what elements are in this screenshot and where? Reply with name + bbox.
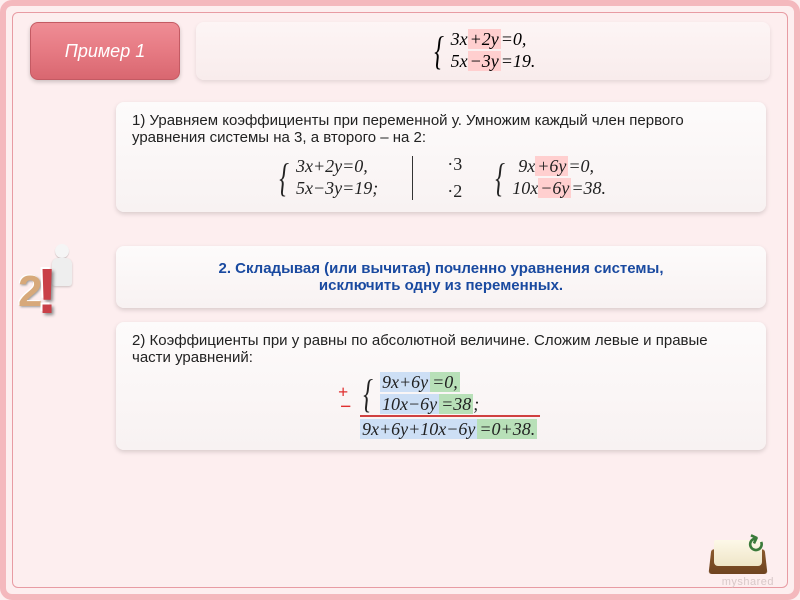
left-l2: 5x−3y=19; (296, 178, 378, 200)
header-equation-panel: { 3x+2y=0, 5x−3y=19. (196, 22, 770, 80)
r1b: +6y (535, 156, 568, 176)
step1-text: 1) Уравняем коэффициенты при переменной … (132, 112, 750, 146)
plus-minus-icon: + − (338, 386, 356, 404)
divider (412, 156, 413, 200)
step2-math: + − { 9x+6y=0, 10x−6y=38; 9x+6y+10x−6y=0… (132, 372, 750, 440)
s1c: =0, (430, 372, 460, 392)
eq2-lhs: 5x (451, 51, 468, 71)
left-system: { 3x+2y=0, 5x−3y=19; (276, 156, 378, 199)
header-row: Пример 1 { 3x+2y=0, 5x−3y=19. (30, 22, 770, 80)
step2-text: 2) Коэффициенты при у равны по абсолютно… (132, 332, 750, 366)
addition-stack: + − { 9x+6y=0, 10x−6y=38; 9x+6y+10x−6y=0… (342, 372, 540, 440)
watermark: myshared (722, 576, 774, 588)
brace-icon: { (495, 158, 505, 198)
rule-line1: 2. Складывая (или вычитая) почленно урав… (132, 260, 750, 277)
step1-math: { 3x+2y=0, 5x−3y=19; ·3 ·2 { 9x+6y=0, 10… (132, 154, 750, 202)
r2b: −6y (538, 178, 571, 198)
brace-icon: { (363, 374, 373, 414)
s2c: =38 (439, 394, 473, 414)
multipliers: ·3 ·2 (447, 154, 462, 202)
panel-rule: 2. Складывая (или вычитая) почленно урав… (116, 246, 766, 308)
left-l1: 3x+2y=0, (296, 156, 378, 178)
panel-step1: 1) Уравняем коэффициенты при переменной … (116, 102, 766, 212)
result-line: 9x+6y+10x−6y=0+38. (360, 419, 537, 440)
underline (360, 415, 540, 417)
s1a: 9x+6y (380, 372, 430, 392)
right-system: { 9x+6y=0, 10x−6y=38. (492, 156, 606, 199)
minus: − (340, 396, 351, 419)
eq1-y: +2y (468, 29, 501, 49)
system-original: { 3x+2y=0, 5x−3y=19. (431, 29, 536, 72)
eq2-y: −3y (468, 51, 501, 71)
side-label: 2 ! (18, 266, 58, 317)
brace-icon: { (434, 31, 444, 71)
result-rhs: =0+38. (477, 419, 537, 439)
r1a: 9x (518, 156, 535, 176)
r1c: =0, (568, 156, 594, 176)
s2a: 10x−6y (380, 394, 439, 414)
example-tab: Пример 1 (30, 22, 180, 80)
s2d: ; (473, 394, 479, 414)
r2a: 10x (512, 178, 538, 198)
exclaim-icon: ! (36, 266, 57, 317)
brace-icon: { (279, 158, 289, 198)
eq1-lhs: 3x (451, 29, 468, 49)
result-lhs: 9x+6y+10x−6y (360, 419, 477, 439)
mult2: ·2 (447, 181, 462, 202)
sum-system: { 9x+6y=0, 10x−6y=38; (360, 372, 479, 415)
eq2-rhs: =19. (501, 51, 536, 71)
next-book-button[interactable]: ↻ (710, 532, 766, 574)
rule-line2: исключить одну из переменных. (132, 277, 750, 294)
panel-step2: 2) Коэффициенты при у равны по абсолютно… (116, 322, 766, 450)
eq1-rhs: =0, (501, 29, 527, 49)
mult1: ·3 (447, 154, 462, 175)
r2c: =38. (571, 178, 606, 198)
tab-label: Пример 1 (65, 41, 145, 62)
